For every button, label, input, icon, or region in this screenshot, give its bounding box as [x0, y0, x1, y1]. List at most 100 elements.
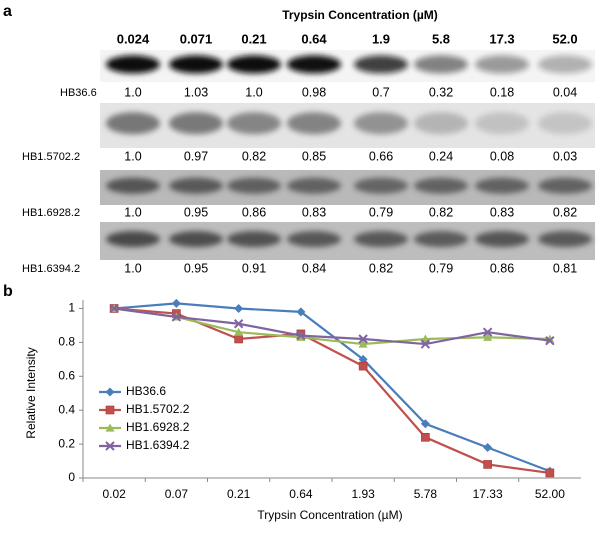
concentration-label: 52.0 [552, 31, 577, 46]
band-value: 0.82 [553, 205, 577, 219]
x-tick-label: 0.64 [289, 487, 313, 501]
band-value: 0.03 [553, 149, 577, 163]
blot-band [287, 177, 341, 194]
band-value: 0.79 [429, 261, 453, 275]
band-value: 0.95 [184, 205, 208, 219]
y-axis-title: Relative Intensity [24, 347, 38, 438]
marker [171, 298, 181, 308]
blot-band [106, 112, 160, 135]
marker [105, 423, 115, 432]
blot-band [475, 112, 529, 135]
concentration-label: 0.071 [180, 31, 213, 46]
marker [482, 327, 493, 337]
marker [421, 433, 430, 442]
concentration-label: 0.64 [301, 31, 327, 46]
blot-band [169, 55, 223, 74]
y-tick-label: 0.2 [58, 436, 75, 450]
x-tick-label: 0.21 [227, 487, 251, 501]
marker [234, 334, 243, 344]
marker [358, 334, 368, 344]
blot-band [538, 55, 592, 74]
row-label: HB36.6 [60, 87, 97, 99]
y-tick-label: 0.8 [58, 335, 75, 349]
band-value: 0.82 [369, 261, 393, 275]
blot-band [354, 112, 408, 135]
marker [105, 405, 115, 415]
marker [105, 441, 115, 451]
marker [545, 468, 555, 478]
y-tick-label: 0.6 [58, 368, 75, 382]
concentration-label: 5.8 [432, 31, 450, 46]
band-value: 0.98 [302, 85, 326, 99]
series-line [114, 302, 551, 473]
blot-band [287, 112, 341, 135]
blot-band [227, 177, 281, 194]
blot-band [227, 55, 281, 74]
marker [296, 330, 306, 341]
marker [545, 335, 555, 346]
band-value: 0.08 [490, 149, 514, 163]
band-value: 0.79 [369, 205, 393, 219]
blot-band [287, 231, 341, 248]
band-value: 0.82 [242, 149, 266, 163]
band-value: 1.0 [124, 149, 141, 163]
band-value: 0.24 [429, 149, 453, 163]
blot-band [475, 231, 529, 248]
blot-band [538, 112, 592, 135]
blot-band [414, 112, 468, 135]
concentration-label: 17.3 [489, 31, 514, 46]
x-axis-title: Trypsin Concentration (µM) [257, 508, 402, 522]
series-line [113, 307, 550, 346]
legend-label: HB1.6928.2 [126, 420, 190, 434]
band-value: 0.97 [184, 149, 208, 163]
legend-label: HB36.6 [126, 384, 166, 398]
band-value: 0.95 [184, 261, 208, 275]
band-value: 0.83 [490, 205, 514, 219]
marker [483, 442, 493, 452]
band-value: 0.91 [242, 261, 266, 275]
blot-band [106, 177, 160, 194]
band-value: 0.86 [490, 261, 514, 275]
band-value: 0.04 [553, 85, 577, 99]
marker [420, 339, 431, 349]
band-value: 1.03 [184, 85, 208, 99]
x-tick-label: 5.78 [414, 487, 438, 501]
marker [420, 419, 430, 429]
concentration-label: 0.21 [241, 31, 266, 46]
band-value: 0.82 [429, 205, 453, 219]
band-value: 0.66 [369, 149, 393, 163]
marker [358, 354, 368, 364]
panel-label: a [3, 3, 12, 20]
legend-label: HB1.5702.2 [126, 402, 190, 416]
band-value: 0.81 [553, 261, 577, 275]
blot-band [169, 231, 223, 248]
blot-band [354, 231, 408, 248]
row-label: HB1.6928.2 [22, 207, 80, 219]
y-tick-label: 0 [68, 470, 75, 484]
band-value: 1.0 [124, 205, 141, 219]
legend-label: HB1.6394.2 [126, 438, 190, 452]
blot-band [414, 177, 468, 194]
blot-band [475, 177, 529, 194]
blot-band [227, 112, 281, 135]
x-tick-label: 0.07 [165, 487, 189, 501]
marker [358, 361, 368, 371]
concentration-label: 1.9 [372, 31, 390, 46]
blot-band [169, 112, 223, 135]
blot-band [414, 231, 468, 248]
marker [483, 460, 492, 469]
marker [171, 312, 182, 322]
y-tick-label: 0.4 [58, 402, 75, 416]
series-line [113, 307, 551, 346]
band-value: 0.86 [242, 205, 266, 219]
marker [358, 339, 368, 348]
band-value: 0.18 [490, 85, 514, 99]
y-tick-label: 1 [68, 301, 75, 315]
concentration-label: 0.024 [117, 31, 150, 46]
marker [234, 327, 244, 336]
band-value: 1.0 [245, 85, 262, 99]
marker [233, 319, 244, 329]
blot-band [169, 177, 223, 194]
blot-band [106, 55, 160, 74]
